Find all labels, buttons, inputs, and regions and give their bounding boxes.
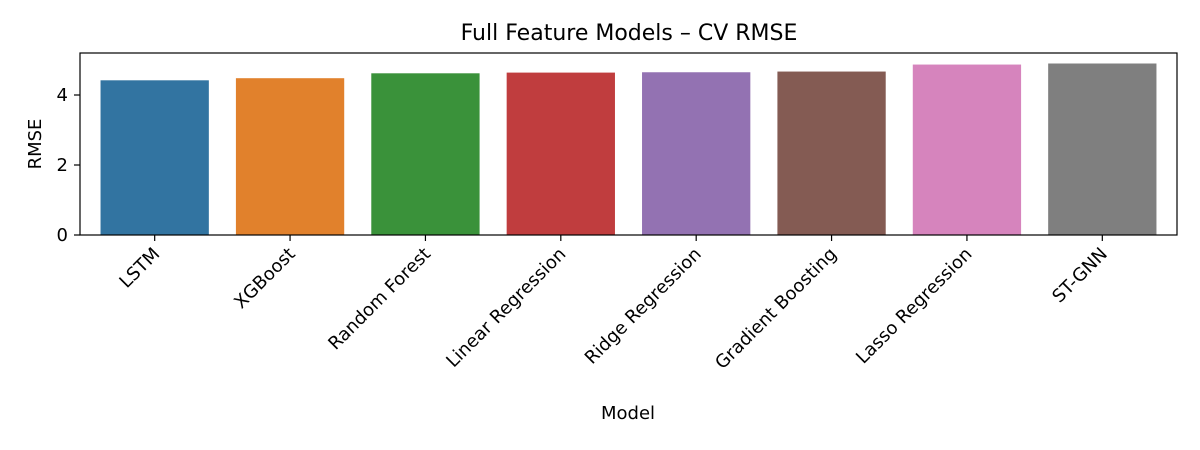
bar-ridge-regression [642,72,751,235]
x-tick-label: ST-GNN [1048,244,1112,308]
x-tick-label: Random Forest [324,244,435,355]
y-tick-label: 4 [57,85,68,106]
x-tick-label: Ridge Regression [581,244,706,369]
bar-lasso-regression [912,64,1022,235]
bar-linear-regression [506,72,615,235]
bar-xgboost [235,78,345,235]
y-axis: 0 2 4 [57,85,80,246]
bars-group [100,63,1157,235]
x-tick-label: XGBoost [230,244,299,313]
bar-random-forest [371,73,480,235]
y-axis-label: RMSE [25,119,46,170]
bar-st-gnn [1048,63,1157,235]
y-tick-label: 2 [57,155,68,176]
x-tick-label: Lasso Regression [852,244,976,368]
x-tick-label: Gradient Boosting [711,244,841,374]
bar-gradient-boosting [777,71,886,235]
x-axis: LSTM XGBoost Random Forest Linear Regressio… [115,235,1112,374]
chart-title: Full Feature Models – CV RMSE [461,21,798,46]
x-axis-label: Model [601,403,655,424]
y-tick-label: 0 [57,225,68,246]
plot-frame [79,52,1178,236]
x-tick-label: LSTM [115,244,164,293]
bar-lstm [100,80,209,235]
x-tick-label: Linear Regression [442,244,570,372]
